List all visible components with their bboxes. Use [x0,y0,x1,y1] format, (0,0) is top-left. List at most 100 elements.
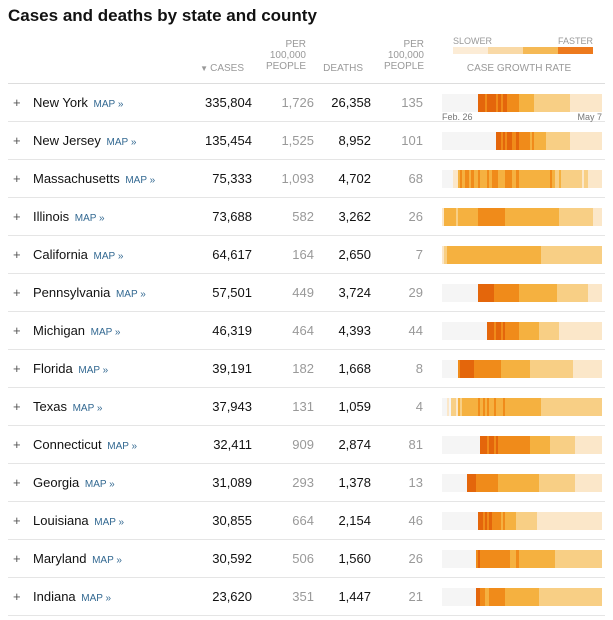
expand-icon[interactable]: + [13,551,21,566]
expand-icon[interactable]: + [13,323,21,338]
growth-cell [599,132,602,150]
state-name[interactable]: Michigan [33,323,86,338]
map-link[interactable]: MAP » [90,327,121,338]
expand-icon[interactable]: + [13,285,21,300]
growth-cell [478,474,481,492]
growth-cell [511,170,514,188]
map-link[interactable]: MAP » [81,593,112,604]
growth-cell [491,94,494,112]
map-link[interactable]: MAP » [115,289,146,300]
map-link[interactable]: MAP » [78,365,109,376]
growth-cell [516,550,519,568]
state-name[interactable]: Louisiana [33,513,89,528]
growth-cell [484,588,487,606]
table-row[interactable]: + New Jersey MAP » 135,454 1,525 8,952 101 [8,122,605,160]
growth-cell [502,474,505,492]
state-name-cell: Louisiana MAP » [33,513,124,528]
growth-cell [545,398,548,416]
expand-icon[interactable]: + [13,589,21,604]
growth-cell [595,284,598,302]
state-name[interactable]: Texas [33,399,67,414]
state-name[interactable]: Florida [33,361,73,376]
growth-cell [561,208,564,226]
map-link[interactable]: MAP » [94,517,125,528]
table-row[interactable]: + Illinois MAP » 73,688 582 3,262 26 [8,198,605,236]
growth-cell [565,170,568,188]
growth-cell [446,170,449,188]
growth-cell [446,246,449,264]
table-row[interactable]: + Maryland MAP » 30,592 506 1,560 26 [8,540,605,578]
map-link[interactable]: MAP » [84,479,115,490]
growth-cell [493,322,496,340]
growth-cell [547,284,550,302]
cases-column-header[interactable]: ▼ CASES [190,63,244,74]
state-name[interactable]: Indiana [33,589,76,604]
growth-cell [536,94,539,112]
state-name[interactable]: Pennsylvania [33,285,111,300]
state-name[interactable]: New York [33,95,88,110]
map-link[interactable]: MAP » [106,137,137,148]
table-row[interactable]: + Pennsylvania MAP » 57,501 449 3,724 29 [8,274,605,312]
table-row[interactable]: + Michigan MAP » 46,319 464 4,393 44 [8,312,605,350]
deaths-column-header[interactable]: DEATHS [323,63,363,74]
map-link[interactable]: MAP » [72,403,103,414]
cases-value: 57,501 [212,285,252,300]
state-name[interactable]: Georgia [33,475,80,490]
cases-per-100k-value: 1,093 [281,171,314,186]
table-row[interactable]: + Louisiana MAP » 30,855 664 2,154 46 [8,502,605,540]
expand-icon[interactable]: + [13,437,21,452]
growth-cell [583,588,586,606]
table-row[interactable]: + Florida MAP » 39,191 182 1,668 8 [8,350,605,388]
table-row[interactable]: + Texas MAP » 37,943 131 1,059 4 [8,388,605,426]
table-row[interactable]: + Massachusetts MAP » 75,333 1,093 4,702 68 [8,160,605,198]
growth-cell [462,170,465,188]
cases-per-capita-header[interactable]: PER 100,000 PEOPLE [258,39,306,72]
deaths-value: 26,358 [331,95,371,110]
growth-cell [520,588,523,606]
growth-cell [572,246,575,264]
map-link[interactable]: MAP » [74,213,105,224]
growth-cell [448,474,451,492]
growth-cell [482,550,485,568]
state-name-cell: Connecticut MAP » [33,437,137,452]
state-name[interactable]: Illinois [33,209,70,224]
expand-icon[interactable]: + [13,95,21,110]
expand-icon[interactable]: + [13,399,21,414]
growth-cell [592,284,595,302]
expand-icon[interactable]: + [13,361,21,376]
growth-cell [597,588,600,606]
map-link[interactable]: MAP » [107,441,138,452]
table-row[interactable]: + Georgia MAP » 31,089 293 1,378 13 [8,464,605,502]
table-row[interactable]: + California MAP » 64,617 164 2,650 7 [8,236,605,274]
state-name[interactable]: Connecticut [33,437,102,452]
map-link[interactable]: MAP » [92,555,122,566]
growth-cell [466,246,469,264]
expand-icon[interactable]: + [13,513,21,528]
expand-icon[interactable]: + [13,475,21,490]
map-link[interactable]: MAP » [125,175,156,186]
map-link[interactable]: MAP » [93,99,124,110]
state-name[interactable]: New Jersey [33,133,101,148]
growth-cell [574,474,577,492]
deaths-per-capita-header[interactable]: PER 100,000 PEOPLE [376,39,424,72]
state-name[interactable]: Maryland [33,551,87,566]
growth-cell [471,512,474,530]
growth-cell [442,550,445,568]
growth-cell [559,284,562,302]
growth-cell [509,360,512,378]
state-name[interactable]: Massachusetts [33,171,120,186]
growth-cell [502,398,505,416]
state-name[interactable]: California [33,247,88,262]
expand-icon[interactable]: + [13,133,21,148]
expand-icon[interactable]: + [13,209,21,224]
map-link[interactable]: MAP » [93,251,124,262]
growth-cell [556,550,559,568]
table-row[interactable]: + Indiana MAP » 23,620 351 1,447 21 [8,578,605,616]
growth-cell [446,512,449,530]
expand-icon[interactable]: + [13,171,21,186]
table-row[interactable]: + Connecticut MAP » 32,411 909 2,874 81 [8,426,605,464]
growth-cell [446,284,449,302]
growth-cell [529,322,532,340]
expand-icon[interactable]: + [13,247,21,262]
table-row[interactable]: + New York MAP » 335,804 1,726 26,358 135 Feb.… [8,84,605,122]
